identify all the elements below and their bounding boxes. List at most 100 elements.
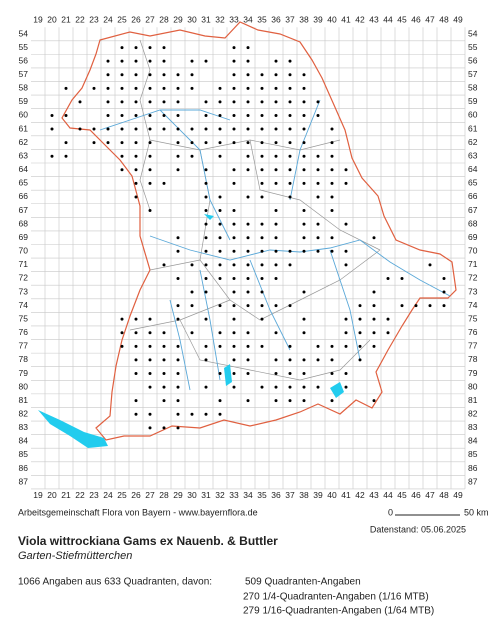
occurrence-dot (134, 399, 138, 403)
occurrence-dot (260, 154, 264, 158)
occurrence-dot (260, 290, 264, 294)
occurrence-dot (134, 358, 138, 362)
occurrence-dot (218, 236, 222, 240)
occurrence-dot (316, 181, 320, 185)
column-label: 36 (271, 14, 281, 24)
occurrence-dot (204, 276, 208, 280)
scale-start: 0 (388, 507, 393, 517)
occurrence-dot (190, 263, 194, 267)
occurrence-dot (232, 290, 236, 294)
occurrence-dot (288, 59, 292, 63)
lake (38, 410, 108, 448)
occurrence-dot (190, 304, 194, 308)
row-label: 58 (19, 83, 29, 93)
occurrence-dot (218, 154, 222, 158)
common-name: Garten-Stiefmütterchen (18, 550, 132, 562)
occurrence-dot (162, 399, 166, 403)
row-label: 76 (19, 327, 29, 337)
occurrence-dot (260, 344, 264, 348)
occurrence-dot (120, 168, 124, 172)
occurrence-dot (162, 331, 166, 335)
row-label: 60 (19, 110, 29, 120)
occurrence-dot (134, 331, 138, 335)
occurrence-dot (246, 331, 250, 335)
occurrence-dot (148, 385, 152, 389)
occurrence-dot (330, 168, 334, 172)
occurrence-dot (78, 127, 82, 131)
occurrence-dot (274, 209, 278, 213)
occurrence-dot (92, 127, 96, 131)
column-label: 33 (229, 14, 239, 24)
river (99, 99, 451, 391)
row-label: 55 (468, 42, 478, 52)
occurrence-dot (148, 317, 152, 321)
occurrence-dot (204, 127, 208, 131)
occurrence-dot (232, 249, 236, 253)
column-label: 25 (117, 14, 127, 24)
occurrence-dot (176, 113, 180, 117)
occurrence-dot (274, 59, 278, 63)
occurrence-dot (162, 344, 166, 348)
row-label: 87 (19, 476, 29, 486)
occurrence-dot (330, 249, 334, 253)
occurrence-dot (386, 276, 390, 280)
column-label: 19 (33, 14, 43, 24)
occurrence-dot (134, 73, 138, 77)
occurrence-dot (134, 168, 138, 172)
occurrence-dot (442, 276, 446, 280)
row-label: 56 (19, 55, 29, 65)
occurrence-dot (120, 141, 124, 145)
occurrence-dot (232, 141, 236, 145)
occurrence-dot (330, 209, 334, 213)
occurrence-dot (176, 249, 180, 253)
occurrence-dot (176, 86, 180, 90)
column-label: 34 (243, 490, 253, 500)
column-label: 22 (75, 490, 85, 500)
occurrence-dot (204, 141, 208, 145)
occurrence-dot (148, 344, 152, 348)
row-label: 73 (19, 286, 29, 296)
occurrence-dot (232, 73, 236, 77)
occurrence-dot (274, 249, 278, 253)
occurrence-dot (232, 86, 236, 90)
occurrence-dot (288, 195, 292, 199)
column-label: 21 (61, 14, 71, 24)
occurrence-dot (148, 412, 152, 416)
occurrence-dot (190, 290, 194, 294)
occurrence-dot (400, 304, 404, 308)
occurrence-dot (302, 222, 306, 226)
occurrence-dot (358, 317, 362, 321)
occurrence-dot (246, 249, 250, 253)
row-label: 54 (468, 28, 478, 38)
occurrence-dot (246, 263, 250, 267)
occurrence-dot (302, 127, 306, 131)
occurrence-dot (148, 181, 152, 185)
occurrence-dot (134, 86, 138, 90)
occurrence-dot (106, 73, 110, 77)
occurrence-dot (288, 385, 292, 389)
occurrence-dot (274, 236, 278, 240)
row-label: 70 (19, 246, 29, 256)
occurrence-dot (372, 290, 376, 294)
row-label: 61 (468, 123, 478, 133)
column-label: 23 (89, 14, 99, 24)
occurrence-dot (246, 127, 250, 131)
row-label: 82 (468, 408, 478, 418)
occurrence-dot (260, 86, 264, 90)
occurrence-dot (330, 127, 334, 131)
occurrence-dot (302, 86, 306, 90)
occurrence-dot (218, 113, 222, 117)
occurrence-dot (232, 127, 236, 131)
occurrence-dot (246, 236, 250, 240)
occurrence-dot (78, 100, 82, 104)
row-label: 68 (468, 218, 478, 228)
occurrence-dot (120, 331, 124, 335)
occurrence-dots (50, 46, 446, 430)
occurrence-dot (232, 372, 236, 375)
row-label: 54 (19, 28, 29, 38)
occurrence-dot (162, 100, 166, 104)
occurrence-dot (330, 141, 334, 145)
column-label: 28 (159, 490, 169, 500)
occurrence-dot (246, 290, 250, 294)
occurrence-dot (246, 46, 250, 50)
